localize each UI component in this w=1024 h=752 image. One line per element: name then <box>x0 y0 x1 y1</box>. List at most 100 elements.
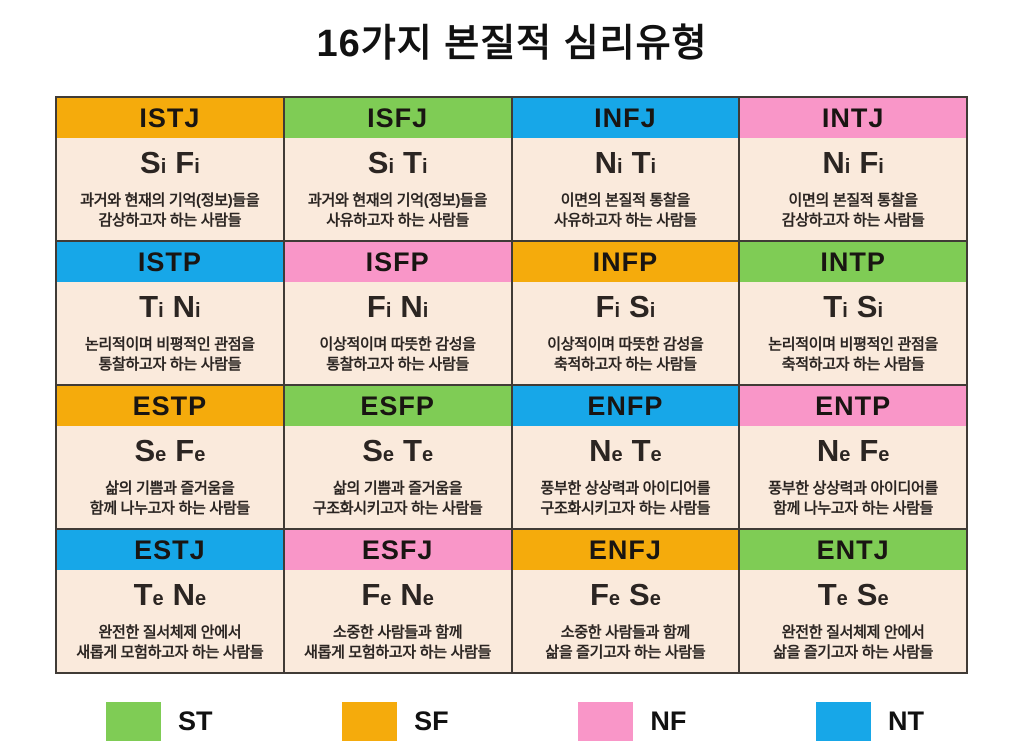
type-grid: ISTJ Si Fi 과거와 현재의 기억(정보)들을 감상하고자 하는 사람들… <box>55 96 968 674</box>
type-cell-body: Ti Ni 논리적이며 비평적인 관점을 통찰하고자 하는 사람들 <box>57 282 283 384</box>
type-description: 풍부한 상상력과 아이디어를 함께 나누고자 하는 사람들 <box>768 480 938 518</box>
type-cell-infp: INFP Fi Si 이상적이며 따뜻한 감성을 축적하고자 하는 사람들 <box>512 242 739 384</box>
legend-item-sf: SF <box>342 702 449 741</box>
function-dominant: Te <box>817 577 848 612</box>
function-stack: Te Se <box>818 577 889 613</box>
type-name: ENFP <box>512 386 739 426</box>
function-dominant: Fe <box>361 577 392 612</box>
type-cell-istp: ISTP Ti Ni 논리적이며 비평적인 관점을 통찰하고자 하는 사람들 <box>57 242 283 384</box>
type-description: 이상적이며 따뜻한 감성을 축적하고자 하는 사람들 <box>547 336 704 374</box>
type-description: 이면의 본질적 통찰을 감상하고자 하는 사람들 <box>781 192 925 230</box>
type-cell-body: Fe Ne 소중한 사람들과 함께 새롭게 모험하고자 하는 사람들 <box>284 570 511 672</box>
type-description: 삶의 기쁨과 즐거움을 구조화시키고자 하는 사람들 <box>312 480 483 518</box>
type-cell-body: Te Ne 완전한 질서체제 안에서 새롭게 모험하고자 하는 사람들 <box>57 570 283 672</box>
type-name: ESFP <box>284 386 511 426</box>
function-dominant: Si <box>367 145 394 180</box>
function-auxiliary: Ti <box>631 145 657 180</box>
type-cell-body: Se Fe 삶의 기쁨과 즐거움을 함께 나누고자 하는 사람들 <box>57 426 283 528</box>
function-auxiliary: Si <box>856 289 883 324</box>
type-cell-infj: INFJ Ni Ti 이면의 본질적 통찰을 사유하고자 하는 사람들 <box>512 98 739 240</box>
legend-item-nf: NF <box>578 702 686 741</box>
type-description: 소중한 사람들과 함께 삶을 즐기고자 하는 사람들 <box>545 624 706 662</box>
type-cell-body: Ni Ti 이면의 본질적 통찰을 사유하고자 하는 사람들 <box>512 138 739 240</box>
type-name: ENFJ <box>512 530 739 570</box>
function-dominant: Fi <box>366 289 392 324</box>
type-cell-esfj: ESFJ Fe Ne 소중한 사람들과 함께 새롭게 모험하고자 하는 사람들 <box>284 530 511 672</box>
type-description: 이상적이며 따뜻한 감성을 통찰하고자 하는 사람들 <box>319 336 477 374</box>
function-dominant: Se <box>362 433 394 468</box>
function-auxiliary: Ne <box>172 577 207 612</box>
type-cell-intj: INTJ Ni Fi 이면의 본질적 통찰을 감상하고자 하는 사람들 <box>740 98 966 240</box>
function-auxiliary: Fi <box>859 145 884 180</box>
function-stack: Ne Te <box>589 433 662 469</box>
type-name: INTP <box>740 242 966 282</box>
type-cell-body: Ti Si 논리적이며 비평적인 관점을 축적하고자 하는 사람들 <box>740 282 966 384</box>
type-name: ISFP <box>284 242 511 282</box>
function-stack: Ne Fe <box>817 433 890 469</box>
type-name: ISTJ <box>57 98 283 138</box>
function-dominant: Ti <box>823 289 848 324</box>
function-stack: Ti Ni <box>139 289 200 325</box>
function-auxiliary: Ni <box>400 289 429 324</box>
page-title: 16가지 본질적 심리유형 <box>316 23 708 65</box>
type-description: 논리적이며 비평적인 관점을 통찰하고자 하는 사람들 <box>85 336 255 374</box>
legend-label-nt: NT <box>888 706 924 736</box>
type-cell-body: Fi Si 이상적이며 따뜻한 감성을 축적하고자 하는 사람들 <box>512 282 739 384</box>
type-cell-body: Si Ti 과거와 현재의 기억(정보)들을 사유하고자 하는 사람들 <box>284 138 511 240</box>
type-description: 이면의 본질적 통찰을 사유하고자 하는 사람들 <box>554 192 697 230</box>
type-name: ESTJ <box>57 530 283 570</box>
type-cell-enfj: ENFJ Fe Se 소중한 사람들과 함께 삶을 즐기고자 하는 사람들 <box>512 530 739 672</box>
function-auxiliary: Si <box>629 289 656 324</box>
function-dominant: Fe <box>589 577 620 612</box>
legend: ST SF NF NT <box>106 702 924 741</box>
type-name: INFP <box>512 242 739 282</box>
function-dominant: Ne <box>589 433 623 468</box>
legend-item-st: ST <box>106 702 213 741</box>
function-stack: Fi Ni <box>367 289 428 325</box>
legend-label-nf: NF <box>650 706 687 736</box>
type-cell-istj: ISTJ Si Fi 과거와 현재의 기억(정보)들을 감상하고자 하는 사람들 <box>57 98 283 240</box>
type-description: 소중한 사람들과 함께 새롭게 모험하고자 하는 사람들 <box>304 624 492 662</box>
function-dominant: Si <box>140 145 167 180</box>
type-name: ENTP <box>740 386 966 426</box>
type-cell-body: Se Te 삶의 기쁨과 즐거움을 구조화시키고자 하는 사람들 <box>284 426 511 528</box>
type-cell-intp: INTP Ti Si 논리적이며 비평적인 관점을 축적하고자 하는 사람들 <box>740 242 966 384</box>
type-name: ISFJ <box>284 98 511 138</box>
type-cell-body: Ni Fi 이면의 본질적 통찰을 감상하고자 하는 사람들 <box>740 138 966 240</box>
type-cell-isfp: ISFP Fi Ni 이상적이며 따뜻한 감성을 통찰하고자 하는 사람들 <box>284 242 511 384</box>
function-auxiliary: Se <box>856 577 889 612</box>
type-description: 완전한 질서체제 안에서 새롭게 모험하고자 하는 사람들 <box>76 624 264 662</box>
function-dominant: Ne <box>816 433 851 468</box>
function-stack: Se Fe <box>134 433 205 469</box>
type-cell-body: Te Se 완전한 질서체제 안에서 삶을 즐기고자 하는 사람들 <box>740 570 966 672</box>
type-cell-body: Fi Ni 이상적이며 따뜻한 감성을 통찰하고자 하는 사람들 <box>284 282 511 384</box>
type-description: 과거와 현재의 기억(정보)들을 사유하고자 하는 사람들 <box>308 192 488 230</box>
function-auxiliary: Ti <box>403 145 428 180</box>
legend-swatch-nf <box>578 702 634 741</box>
legend-label-st: ST <box>178 706 213 736</box>
function-auxiliary: Ni <box>172 289 201 324</box>
function-auxiliary: Ne <box>400 577 434 612</box>
function-auxiliary: Fi <box>175 145 200 180</box>
type-cell-esfp: ESFP Se Te 삶의 기쁨과 즐거움을 구조화시키고자 하는 사람들 <box>284 386 511 528</box>
function-auxiliary: Fe <box>859 433 890 468</box>
legend-swatch-sf <box>342 702 398 741</box>
function-stack: Te Ne <box>134 577 207 613</box>
type-cell-entp: ENTP Ne Fe 풍부한 상상력과 아이디어를 함께 나누고자 하는 사람들 <box>740 386 966 528</box>
function-stack: Se Te <box>362 433 433 469</box>
type-description: 완전한 질서체제 안에서 삶을 즐기고자 하는 사람들 <box>773 624 934 662</box>
type-name: ISTP <box>57 242 283 282</box>
function-stack: Si Ti <box>368 145 428 181</box>
function-stack: Fe Se <box>590 577 661 613</box>
type-cell-body: Fe Se 소중한 사람들과 함께 삶을 즐기고자 하는 사람들 <box>512 570 739 672</box>
type-description: 삶의 기쁨과 즐거움을 함께 나누고자 하는 사람들 <box>89 480 250 518</box>
type-cell-body: Ne Te 풍부한 상상력과 아이디어를 구조화시키고자 하는 사람들 <box>512 426 739 528</box>
type-cell-enfp: ENFP Ne Te 풍부한 상상력과 아이디어를 구조화시키고자 하는 사람들 <box>512 386 739 528</box>
function-dominant: Ni <box>822 145 851 180</box>
type-description: 풍부한 상상력과 아이디어를 구조화시키고자 하는 사람들 <box>540 480 711 518</box>
function-auxiliary: Te <box>403 433 434 468</box>
type-name: INTJ <box>740 98 966 138</box>
type-name: ENTJ <box>740 530 966 570</box>
type-cell-body: Si Fi 과거와 현재의 기억(정보)들을 감상하고자 하는 사람들 <box>57 138 283 240</box>
type-cell-entj: ENTJ Te Se 완전한 질서체제 안에서 삶을 즐기고자 하는 사람들 <box>740 530 966 672</box>
